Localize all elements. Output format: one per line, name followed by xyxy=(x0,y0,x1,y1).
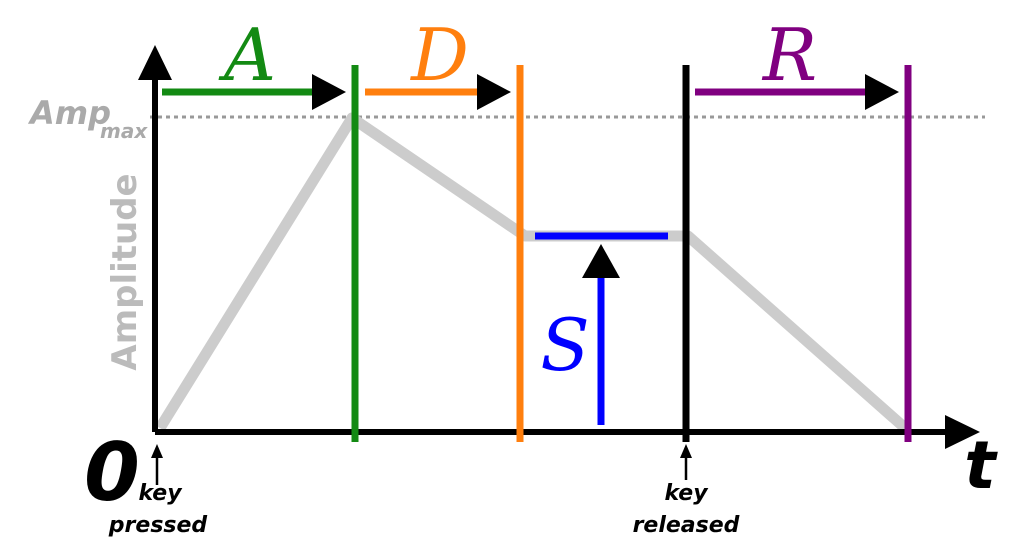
arrow-head xyxy=(680,444,692,458)
y-axis-label: Amplitude xyxy=(105,173,145,370)
origin-label: 0 xyxy=(84,426,140,519)
key-pressed-label: pressed xyxy=(108,513,208,538)
attack-label: A xyxy=(218,13,276,97)
arrow-head xyxy=(151,444,163,458)
key-pressed-label: key xyxy=(138,481,183,506)
key-released-label: key xyxy=(664,481,709,506)
amp-max-label: Amp xyxy=(27,94,111,132)
x-axis-arrow xyxy=(945,415,980,449)
sustain-label: S xyxy=(540,303,589,387)
envelope xyxy=(155,112,909,433)
release-label: R xyxy=(761,13,817,97)
arrow-head xyxy=(865,74,899,110)
key-released-label: released xyxy=(633,513,740,538)
arrow-head xyxy=(582,244,620,278)
amp-max-subscript: max xyxy=(100,119,148,143)
y-axis-arrow xyxy=(138,45,172,80)
arrow-head xyxy=(312,74,346,110)
arrow-head xyxy=(477,74,511,110)
x-axis-label: t xyxy=(964,427,998,504)
decay-label: D xyxy=(409,13,469,97)
